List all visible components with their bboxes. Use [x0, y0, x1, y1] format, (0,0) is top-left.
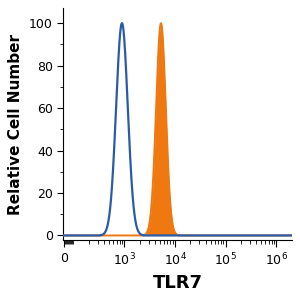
X-axis label: TLR7: TLR7 — [152, 274, 202, 292]
Y-axis label: Relative Cell Number: Relative Cell Number — [8, 34, 23, 214]
